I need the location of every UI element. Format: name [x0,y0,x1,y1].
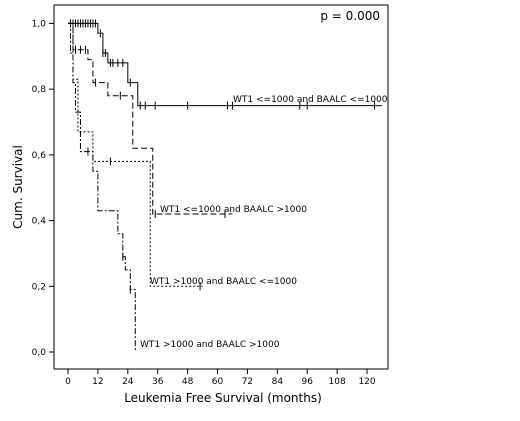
y-tick-label: 1,0 [32,19,47,29]
x-axis: 0 12 24 36 48 60 72 84 96 108 120 [65,369,376,387]
y-axis-label: Cum. Survival [11,145,25,229]
y-tick-label: 0,4 [32,217,47,227]
series-label-wt1-low-baalc-low: WT1 <=1000 and BAALC <=1000 [233,95,388,105]
survival-curves [68,19,382,352]
y-tick-label: 0,6 [32,151,47,161]
y-tick-label: 0,8 [32,85,47,95]
series-label-wt1-low-baalc-high: WT1 <=1000 and BAALC >1000 [160,205,307,215]
x-tick-label: 0 [65,377,71,387]
x-tick-label: 84 [272,377,284,387]
plot-frame [53,4,389,370]
p-value-label: p = 0.000 [320,9,380,23]
series-label-wt1-high-baalc-low: WT1 >1000 and BAALC <=1000 [150,277,297,287]
x-tick-label: 108 [329,377,346,387]
x-tick-label: 48 [182,377,194,387]
series-label-wt1-high-baalc-high: WT1 >1000 and BAALC >1000 [140,340,280,350]
survival-curve-series-4 [68,22,136,352]
y-tick-label: 0,2 [32,282,46,292]
y-axis: 0,0 0,2 0,4 0,6 0,8 1,0 [32,19,54,358]
survival-curve-series-1 [68,22,382,107]
x-tick-label: 12 [92,377,103,387]
x-tick-label: 120 [358,377,375,387]
x-tick-label: 96 [302,377,314,387]
survival-curve-series-2 [68,22,233,215]
x-tick-label: 60 [212,377,224,387]
x-tick-label: 72 [242,377,253,387]
x-tick-label: 24 [122,377,134,387]
y-tick-label: 0,0 [32,348,47,358]
survival-curve-series-3 [68,22,203,287]
x-axis-label: Leukemia Free Survival (months) [124,391,322,405]
x-tick-label: 36 [152,377,164,387]
